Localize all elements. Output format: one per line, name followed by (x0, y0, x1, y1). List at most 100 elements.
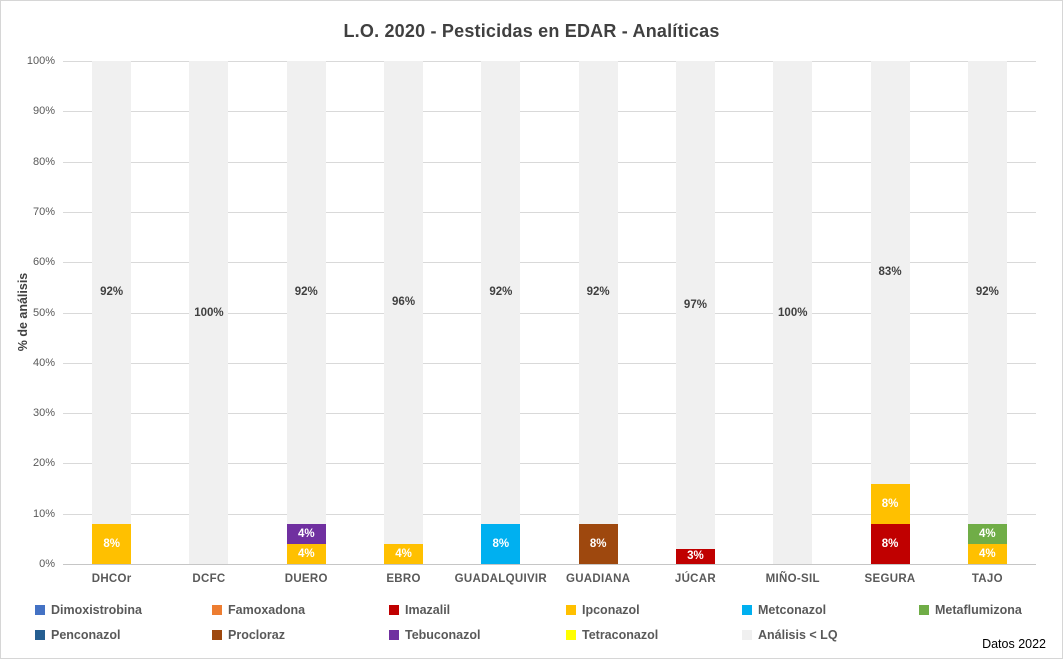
legend-label: Tetraconazol (582, 628, 659, 642)
legend-label: Metconazol (758, 603, 827, 617)
legend-label: Imazalil (405, 603, 451, 617)
bar-segment: 8% (870, 523, 910, 564)
legend-item: Tetraconazol (566, 627, 658, 643)
legend-item: Ipconazol (566, 602, 640, 618)
chart-title: L.O. 2020 - Pesticidas en EDAR - Analíti… (343, 21, 720, 41)
gridline (63, 111, 1036, 113)
gridline (63, 262, 1036, 264)
bar-segment: 83% (870, 61, 910, 484)
bar-segment: 92% (967, 61, 1007, 524)
bar-segment: 8% (92, 523, 132, 564)
data-label: 100% (194, 306, 224, 319)
y-axis-tick-label: 60% (32, 256, 55, 269)
bar-segment: 4% (286, 543, 326, 564)
data-label: 8% (881, 497, 899, 510)
x-axis-category-label: MIÑO-SIL (765, 573, 820, 585)
bar-segment: 3% (675, 548, 715, 564)
legend-item: Procloraz (212, 627, 285, 643)
y-axis-tick-label: 20% (32, 457, 55, 470)
data-label: 83% (878, 266, 902, 279)
data-label: 4% (395, 547, 412, 560)
data-label: 4% (297, 527, 315, 540)
x-axis-category-label: GUADALQUIVIR (454, 573, 548, 585)
legend-label: Penconazol (51, 628, 121, 642)
bar-segment: 92% (481, 61, 521, 524)
data-label: 92% (489, 286, 513, 299)
x-axis-category-label: GUADIANA (565, 573, 631, 585)
x-axis-category-label: DUERO (284, 573, 328, 585)
data-label: 92% (586, 286, 610, 299)
data-label: 92% (100, 286, 124, 299)
legend-swatch-icon (35, 630, 45, 640)
plot-area: 8% 92% 100% 4% 4% 92% 4% 96% 8% 92% 8% 92% 3% 97% 100%… (63, 61, 1036, 565)
data-label: 3% (687, 550, 704, 563)
legend-item: Metaflumizona (919, 602, 1022, 618)
gridline (63, 513, 1036, 515)
legend-swatch-icon (212, 605, 222, 615)
y-axis-tick-label: 10% (32, 507, 55, 520)
legend-item: Metconazol (742, 602, 826, 618)
legend-label: Famoxadona (228, 603, 306, 617)
data-label: 96% (392, 296, 416, 309)
legend-swatch-icon (742, 605, 752, 615)
bar-segment: 4% (967, 523, 1007, 544)
legend-item: Dimoxistrobina (35, 602, 142, 618)
bar-segment: 4% (286, 523, 326, 544)
data-label: 8% (103, 537, 120, 550)
data-label: 100% (778, 306, 808, 319)
bar-segment: 8% (481, 523, 521, 564)
legend-swatch-icon (212, 630, 222, 640)
y-axis-tick-label: 100% (26, 55, 55, 67)
data-label: 8% (492, 537, 510, 550)
gridline (63, 312, 1036, 314)
legend-swatch-icon (566, 605, 576, 615)
gridline (63, 564, 1036, 565)
bar-segment: 92% (578, 61, 618, 524)
bar-segment: 97% (675, 61, 715, 549)
legend-swatch-icon (389, 630, 399, 640)
legend-item: Análisis < LQ (742, 627, 838, 643)
legend-swatch-icon (919, 605, 929, 615)
gridline (63, 161, 1036, 163)
data-label: 92% (294, 286, 318, 299)
data-label: 4% (979, 527, 996, 540)
bar-segment: 4% (384, 543, 424, 564)
bar-segment: 4% (967, 543, 1007, 564)
bar-segment: 96% (384, 61, 424, 544)
x-axis-category-label: JÚCAR (674, 573, 716, 585)
legend-swatch-icon (389, 605, 399, 615)
gridline (63, 413, 1036, 415)
bar-segment: 100% (189, 61, 229, 564)
gridline (63, 463, 1036, 465)
legend-swatch-icon (742, 630, 752, 640)
data-label: 8% (589, 537, 607, 550)
x-axis-category-label: DHCOr (91, 573, 132, 585)
legend-swatch-icon (566, 630, 576, 640)
legend-label: Ipconazol (582, 603, 640, 617)
bar-segment: 8% (870, 483, 910, 524)
legend-item: Famoxadona (212, 602, 305, 618)
x-axis-category-label: DCFC (192, 573, 226, 585)
legend-label: Dimoxistrobina (51, 603, 142, 617)
y-axis-tick-label: 50% (32, 306, 55, 319)
data-label: 4% (979, 547, 996, 560)
gridline (63, 211, 1036, 213)
y-axis-tick-label: 80% (32, 155, 55, 168)
y-axis-tick-label: 40% (32, 356, 55, 369)
legend-item: Imazalil (389, 602, 450, 618)
legend-label: Procloraz (228, 628, 285, 642)
x-axis-category-label: EBRO (386, 573, 421, 585)
legend-item: Tebuconazol (389, 627, 480, 643)
bar-segment: 100% (773, 61, 813, 564)
y-axis-tick-label: 70% (32, 205, 55, 218)
y-axis-tick-label: 0% (39, 558, 55, 570)
data-label: 92% (975, 286, 999, 299)
y-axis-tick-label: 30% (32, 407, 55, 420)
gridline (63, 362, 1036, 364)
legend-item: Penconazol (35, 627, 120, 643)
data-source-note: Datos 2022 (982, 637, 1046, 651)
legend-label: Metaflumizona (935, 603, 1022, 617)
gridline (63, 61, 1036, 62)
data-label: 8% (881, 537, 899, 550)
legend-swatch-icon (35, 605, 45, 615)
